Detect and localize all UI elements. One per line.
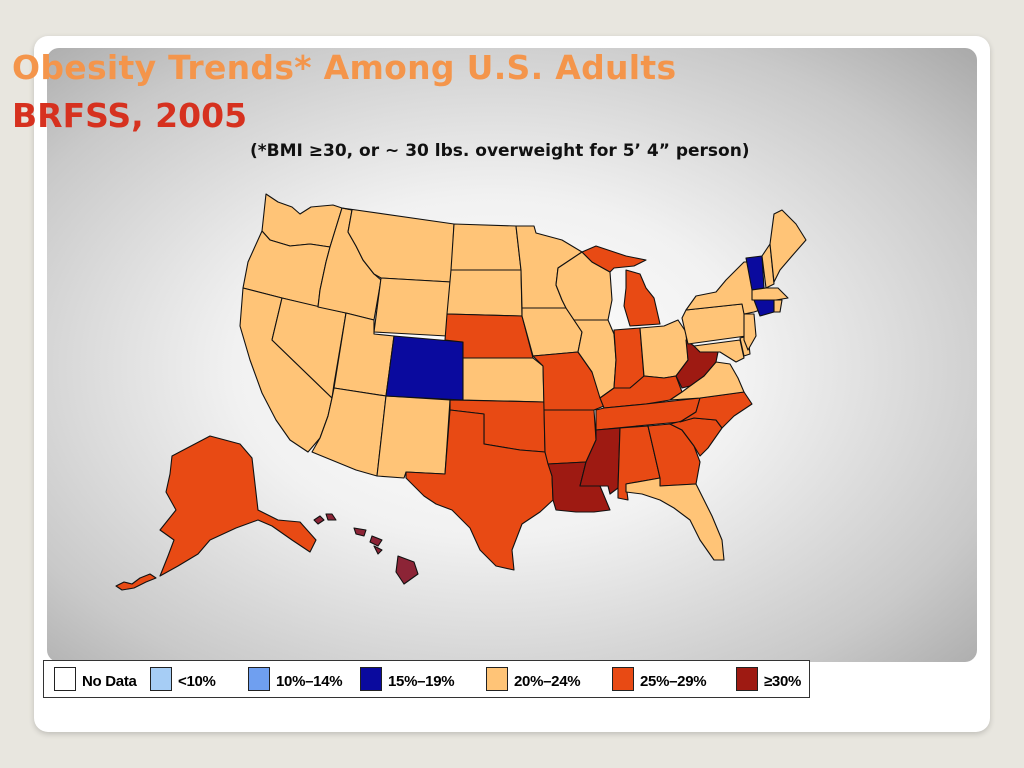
state-mi <box>623 269 661 327</box>
state-ri <box>773 299 783 313</box>
state-hi-big <box>395 555 419 585</box>
state-hi-kauai <box>313 515 325 525</box>
legend-swatch <box>612 667 634 691</box>
legend-swatch <box>54 667 76 691</box>
us-obesity-map <box>115 193 807 591</box>
state-wy <box>373 277 452 337</box>
legend-label: 25%–29% <box>640 673 707 690</box>
state-wa <box>261 193 343 248</box>
state-sd <box>446 269 523 317</box>
state-nd <box>450 223 522 271</box>
legend-swatch <box>736 667 758 691</box>
legend-label: ≥30% <box>764 673 802 690</box>
state-nj <box>743 313 757 351</box>
state-hi-oahu <box>325 513 337 521</box>
map-legend: No Data <10% 10%–14% 15%–19% 20%–24% 25%–29% ≥… <box>43 660 810 698</box>
state-ak-islands <box>115 573 157 591</box>
title-line-1: Obesity Trends* Among U.S. Adults <box>12 48 677 87</box>
state-nc <box>679 391 753 429</box>
legend-label: 10%–14% <box>276 673 343 690</box>
state-ct <box>753 299 775 317</box>
state-ma <box>751 287 789 301</box>
state-in <box>613 327 645 389</box>
legend-swatch <box>248 667 270 691</box>
state-co <box>385 335 464 401</box>
state-ks <box>462 357 545 403</box>
state-me <box>769 209 807 283</box>
state-hi-maui <box>369 535 383 547</box>
legend-swatch <box>360 667 382 691</box>
state-fl <box>625 477 725 561</box>
state-hi-molokai <box>353 527 367 537</box>
state-tx <box>405 409 554 571</box>
legend-swatch <box>150 667 172 691</box>
legend-label: <10% <box>178 673 216 690</box>
state-ak <box>159 435 317 577</box>
state-nm <box>376 395 451 479</box>
state-mi-upper <box>581 245 647 273</box>
title-line-2: BRFSS, 2005 <box>12 96 248 135</box>
subtitle: (*BMI ≥30, or ~ 30 lbs. overweight for 5… <box>250 141 750 161</box>
legend-label: 20%–24% <box>514 673 581 690</box>
state-va <box>669 361 745 401</box>
legend-swatch <box>486 667 508 691</box>
state-hi-lanai <box>373 545 383 555</box>
legend-label: 15%–19% <box>388 673 455 690</box>
legend-label: No Data <box>82 673 137 690</box>
